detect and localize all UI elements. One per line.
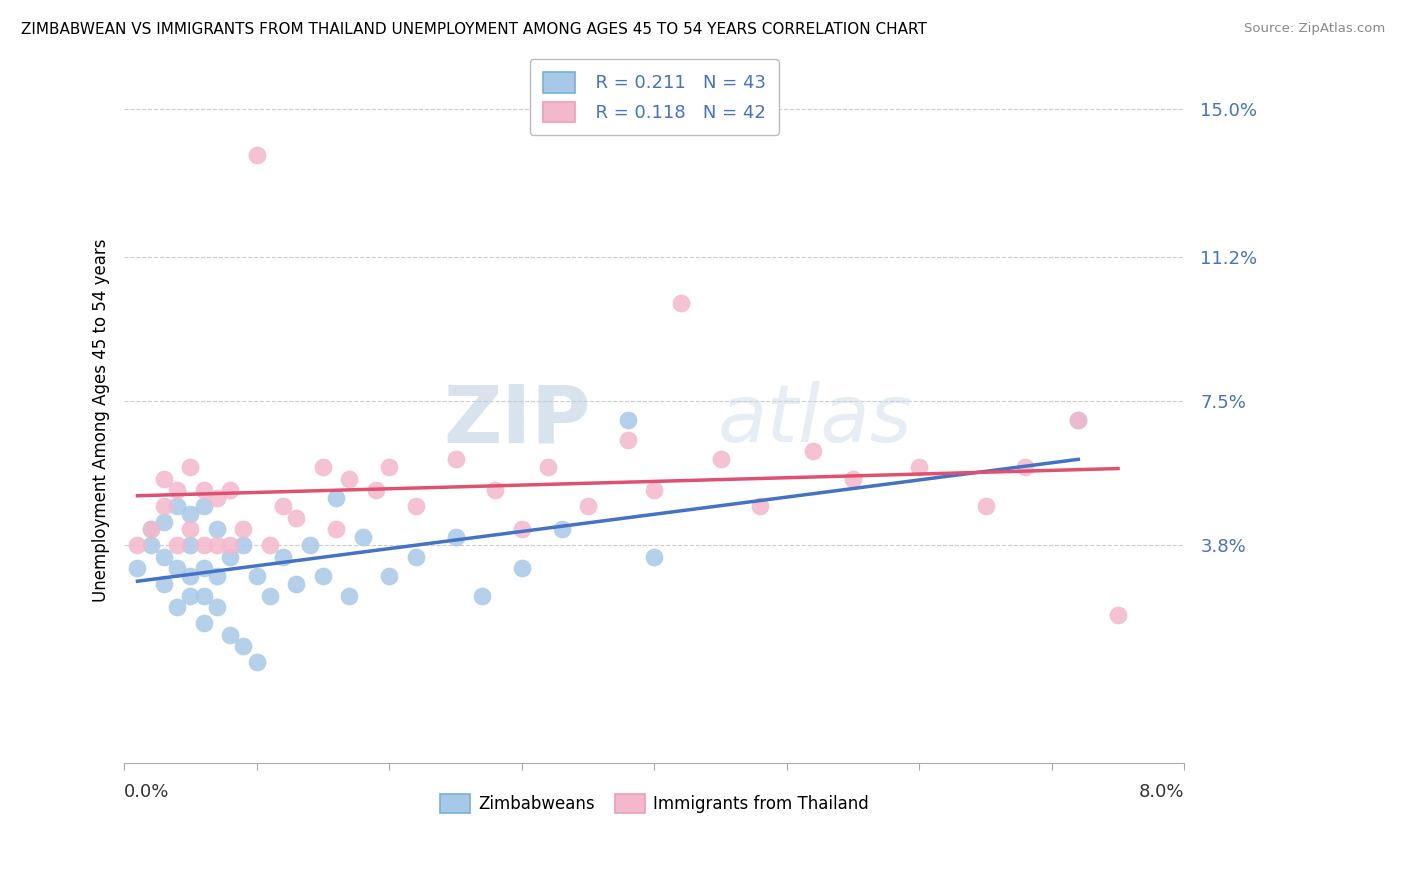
Point xyxy=(179,460,201,475)
Point xyxy=(127,538,149,552)
Point xyxy=(219,627,242,641)
Point xyxy=(139,522,162,536)
Point xyxy=(166,499,188,513)
Point xyxy=(842,472,865,486)
Point xyxy=(232,538,254,552)
Point xyxy=(166,561,188,575)
Point xyxy=(643,549,665,564)
Point xyxy=(908,460,931,475)
Point xyxy=(378,569,401,583)
Point xyxy=(153,515,176,529)
Point xyxy=(179,522,201,536)
Point xyxy=(285,577,308,591)
Point xyxy=(219,538,242,552)
Point xyxy=(312,460,335,475)
Point xyxy=(510,522,533,536)
Point xyxy=(405,549,427,564)
Point xyxy=(246,569,269,583)
Text: 0.0%: 0.0% xyxy=(124,782,170,801)
Point xyxy=(471,589,494,603)
Point xyxy=(193,561,215,575)
Point xyxy=(139,522,162,536)
Point xyxy=(193,615,215,630)
Point xyxy=(193,483,215,498)
Point xyxy=(179,538,201,552)
Point xyxy=(325,522,347,536)
Point xyxy=(232,639,254,653)
Point xyxy=(974,499,997,513)
Point xyxy=(1014,460,1036,475)
Point xyxy=(749,499,772,513)
Point xyxy=(205,491,228,506)
Point xyxy=(259,589,281,603)
Point xyxy=(153,499,176,513)
Point xyxy=(219,483,242,498)
Point xyxy=(669,296,692,310)
Point xyxy=(153,549,176,564)
Point xyxy=(550,522,572,536)
Point xyxy=(193,499,215,513)
Point xyxy=(616,433,638,447)
Point xyxy=(616,413,638,427)
Point xyxy=(285,510,308,524)
Text: 8.0%: 8.0% xyxy=(1139,782,1184,801)
Point xyxy=(1107,608,1129,623)
Point xyxy=(193,589,215,603)
Text: ZIP: ZIP xyxy=(443,381,591,459)
Point xyxy=(179,507,201,521)
Point xyxy=(312,569,335,583)
Point xyxy=(444,530,467,544)
Point xyxy=(444,452,467,467)
Point xyxy=(643,483,665,498)
Point xyxy=(179,569,201,583)
Legend: Zimbabweans, Immigrants from Thailand: Zimbabweans, Immigrants from Thailand xyxy=(430,784,879,823)
Point xyxy=(1067,413,1090,427)
Point xyxy=(166,483,188,498)
Point xyxy=(325,491,347,506)
Point xyxy=(378,460,401,475)
Point xyxy=(246,148,269,162)
Point xyxy=(193,538,215,552)
Point xyxy=(271,499,294,513)
Point xyxy=(576,499,599,513)
Point xyxy=(484,483,506,498)
Text: atlas: atlas xyxy=(718,381,912,459)
Point xyxy=(271,549,294,564)
Point xyxy=(352,530,374,544)
Point xyxy=(510,561,533,575)
Point xyxy=(801,444,824,458)
Point xyxy=(153,577,176,591)
Point xyxy=(179,589,201,603)
Point xyxy=(709,452,731,467)
Point xyxy=(405,499,427,513)
Text: ZIMBABWEAN VS IMMIGRANTS FROM THAILAND UNEMPLOYMENT AMONG AGES 45 TO 54 YEARS CO: ZIMBABWEAN VS IMMIGRANTS FROM THAILAND U… xyxy=(21,22,927,37)
Point xyxy=(166,538,188,552)
Point xyxy=(127,561,149,575)
Point xyxy=(1067,413,1090,427)
Point xyxy=(219,549,242,564)
Point xyxy=(298,538,321,552)
Point xyxy=(364,483,387,498)
Point xyxy=(166,600,188,615)
Y-axis label: Unemployment Among Ages 45 to 54 years: Unemployment Among Ages 45 to 54 years xyxy=(93,238,110,602)
Point xyxy=(232,522,254,536)
Point xyxy=(339,472,361,486)
Point xyxy=(537,460,560,475)
Point xyxy=(259,538,281,552)
Text: Source: ZipAtlas.com: Source: ZipAtlas.com xyxy=(1244,22,1385,36)
Point xyxy=(205,569,228,583)
Point xyxy=(205,522,228,536)
Point xyxy=(139,538,162,552)
Point xyxy=(153,472,176,486)
Point xyxy=(246,655,269,669)
Point xyxy=(205,538,228,552)
Point xyxy=(339,589,361,603)
Point xyxy=(205,600,228,615)
